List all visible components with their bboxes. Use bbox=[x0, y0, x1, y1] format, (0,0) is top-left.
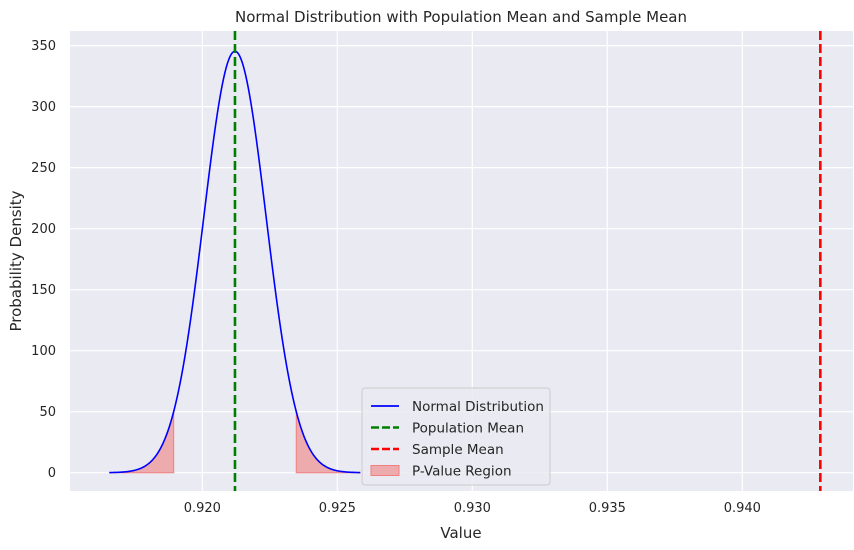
y-tick-label: 50 bbox=[39, 405, 56, 420]
legend-entry: P-Value Region bbox=[370, 464, 512, 480]
y-axis-label: Probability Density bbox=[7, 190, 25, 331]
y-tick-label: 350 bbox=[31, 39, 56, 54]
legend-label: P-Value Region bbox=[412, 464, 512, 480]
legend-entry: Normal Distribution bbox=[371, 399, 544, 415]
y-tick-label: 0 bbox=[48, 466, 56, 481]
legend-label: Normal Distribution bbox=[412, 399, 544, 415]
y-axis-ticks: 0 50 100 150 200 250 300 350 bbox=[31, 39, 56, 481]
x-tick-label: 0.940 bbox=[724, 501, 761, 516]
y-tick-label: 250 bbox=[31, 161, 56, 176]
legend-entry: Population Mean bbox=[371, 421, 524, 437]
legend-box bbox=[361, 387, 551, 486]
y-tick-label: 150 bbox=[31, 283, 56, 298]
grid-lines bbox=[70, 31, 853, 491]
y-tick-label: 200 bbox=[31, 222, 56, 237]
y-tick-label: 100 bbox=[31, 344, 56, 359]
x-tick-label: 0.935 bbox=[589, 501, 626, 516]
mean-lines bbox=[233, 31, 822, 491]
legend-patch-marker bbox=[370, 465, 400, 476]
x-tick-label: 0.920 bbox=[184, 501, 221, 516]
x-tick-label: 0.925 bbox=[319, 501, 356, 516]
chart-title: Normal Distribution with Population Mean… bbox=[235, 8, 687, 26]
y-tick-label: 300 bbox=[31, 100, 56, 115]
legend-label: Sample Mean bbox=[412, 442, 504, 458]
legend: Normal Distribution Population Mean Sample… bbox=[361, 387, 551, 486]
x-axis-ticks: 0.920 0.925 0.930 0.935 0.940 bbox=[184, 501, 761, 516]
x-tick-label: 0.930 bbox=[454, 501, 491, 516]
x-axis-label: Value bbox=[440, 524, 481, 542]
legend-label: Population Mean bbox=[412, 421, 524, 437]
legend-entry: Sample Mean bbox=[371, 442, 504, 458]
